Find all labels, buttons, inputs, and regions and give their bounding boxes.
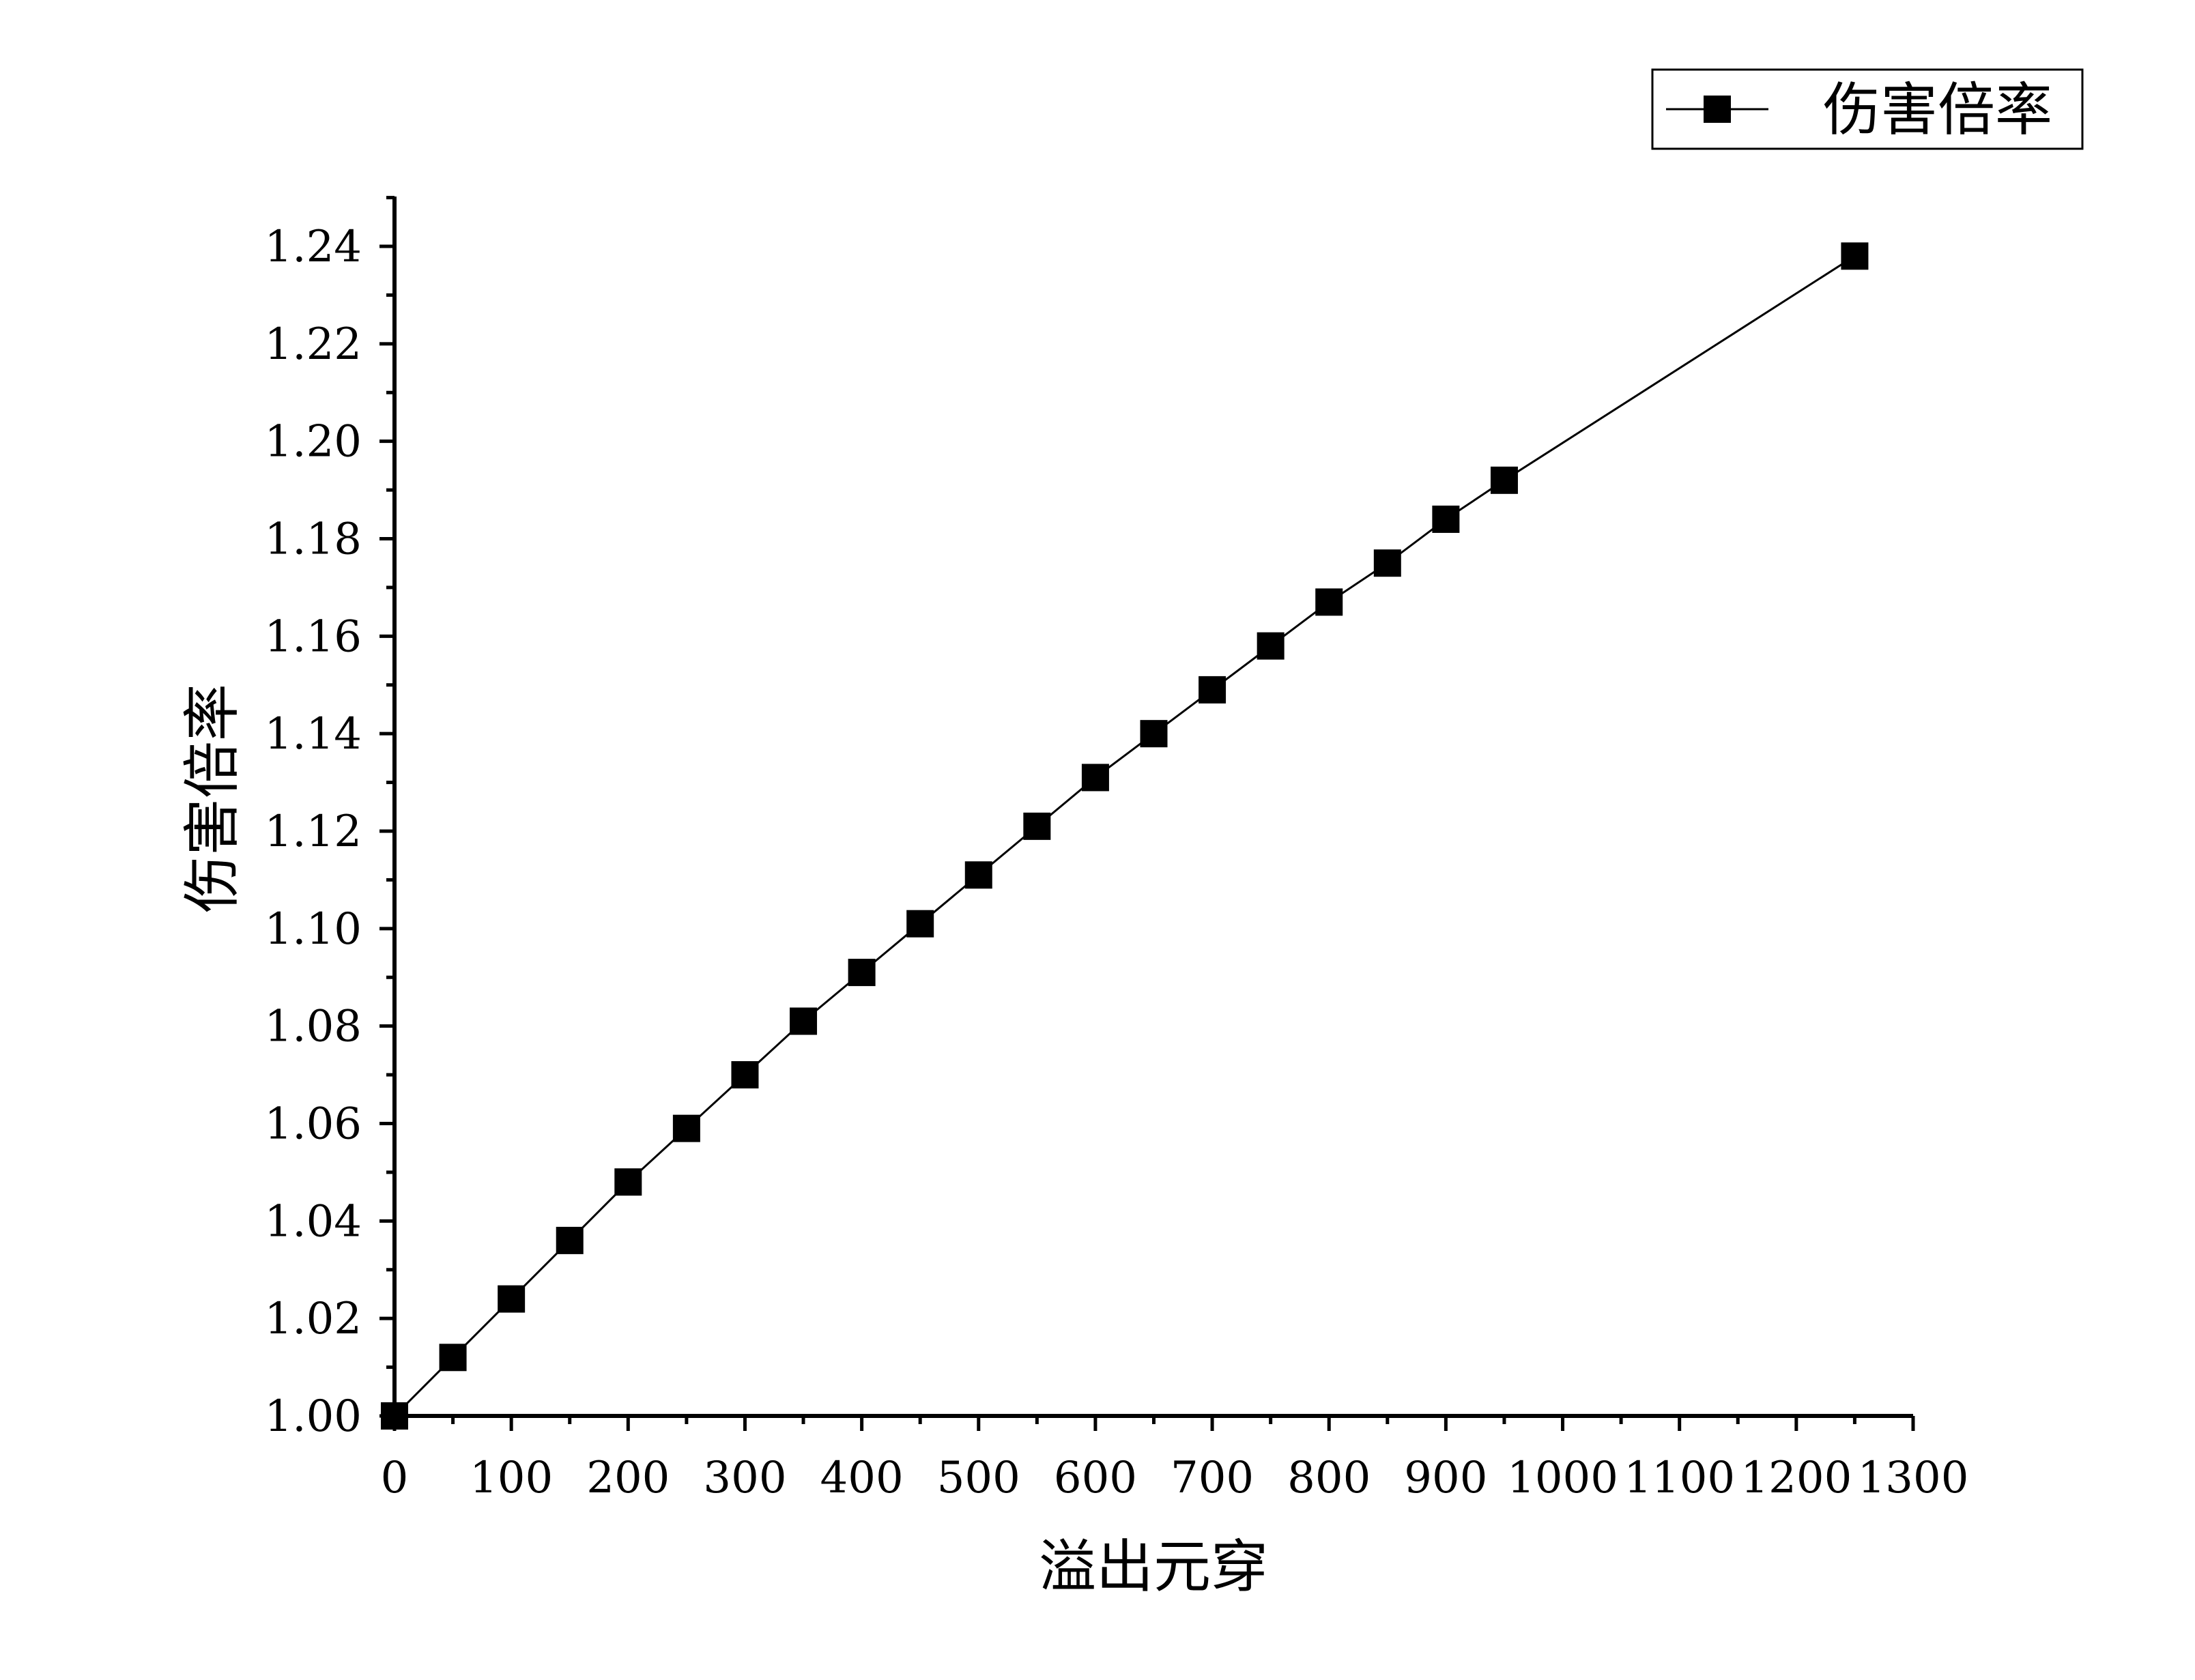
data-point — [1257, 632, 1285, 660]
y-tick-label: 1.20 — [265, 417, 362, 467]
legend-label: 伤害倍率 — [1823, 76, 2052, 143]
x-tick-label: 700 — [1171, 1453, 1254, 1503]
data-point — [1432, 505, 1460, 533]
x-tick-label: 0 — [381, 1453, 409, 1503]
x-tick-label: 300 — [703, 1453, 786, 1503]
data-point — [848, 959, 876, 987]
x-tick-label: 500 — [937, 1453, 1020, 1503]
y-tick-label: 1.22 — [265, 319, 362, 370]
x-tick-label: 1200 — [1740, 1453, 1852, 1503]
x-tick-label: 200 — [586, 1453, 670, 1503]
data-point — [614, 1168, 642, 1196]
data-point — [790, 1007, 818, 1035]
y-axis-title: 伤害倍率 — [179, 684, 246, 913]
x-axis-title: 溢出元穿 — [1039, 1533, 1268, 1600]
x-tick-label: 400 — [820, 1453, 904, 1503]
legend: 伤害倍率 — [1651, 68, 2084, 150]
data-point — [731, 1061, 759, 1089]
y-tick-label: 1.06 — [265, 1099, 362, 1150]
data-point — [556, 1226, 584, 1254]
data-point — [1841, 242, 1869, 270]
x-tick-label: 1300 — [1858, 1453, 1969, 1503]
data-point — [439, 1344, 467, 1372]
y-tick-label: 1.24 — [265, 222, 362, 272]
data-point — [1199, 676, 1226, 704]
y-tick-label: 1.18 — [265, 515, 362, 565]
y-tick-label: 1.08 — [265, 1002, 362, 1052]
y-tick-label: 1.00 — [265, 1391, 362, 1442]
data-point — [672, 1114, 700, 1142]
data-point — [498, 1285, 526, 1313]
data-point — [1490, 466, 1518, 494]
series-line — [393, 255, 1856, 1417]
x-tick-label: 1000 — [1507, 1453, 1618, 1503]
data-point — [1140, 720, 1168, 748]
data-point — [906, 910, 934, 938]
x-tick-label: 600 — [1054, 1453, 1137, 1503]
y-tick-label: 1.14 — [265, 709, 362, 759]
data-point — [964, 861, 992, 889]
x-tick-label: 100 — [470, 1453, 553, 1503]
data-point — [1081, 764, 1109, 792]
axes: 1.00 1.02 1.04 1.06 1.08 1.10 1.12 1.14 1.16 1.18… — [265, 196, 1969, 1503]
data-point — [381, 1402, 408, 1430]
y-tick-label: 1.12 — [265, 807, 362, 857]
data-point — [1315, 588, 1343, 616]
data-point — [1373, 549, 1401, 577]
y-tick-label: 1.02 — [265, 1294, 362, 1344]
y-tick-label: 1.10 — [265, 904, 362, 955]
data-point — [1023, 812, 1051, 840]
x-tick-label: 900 — [1404, 1453, 1487, 1503]
series-layer — [381, 242, 1869, 1430]
y-tick-label: 1.16 — [265, 611, 362, 662]
x-tick-label: 800 — [1287, 1453, 1371, 1503]
x-tick-label: 1100 — [1624, 1453, 1735, 1503]
legend-marker — [1704, 96, 1731, 123]
y-tick-label: 1.04 — [265, 1196, 362, 1247]
